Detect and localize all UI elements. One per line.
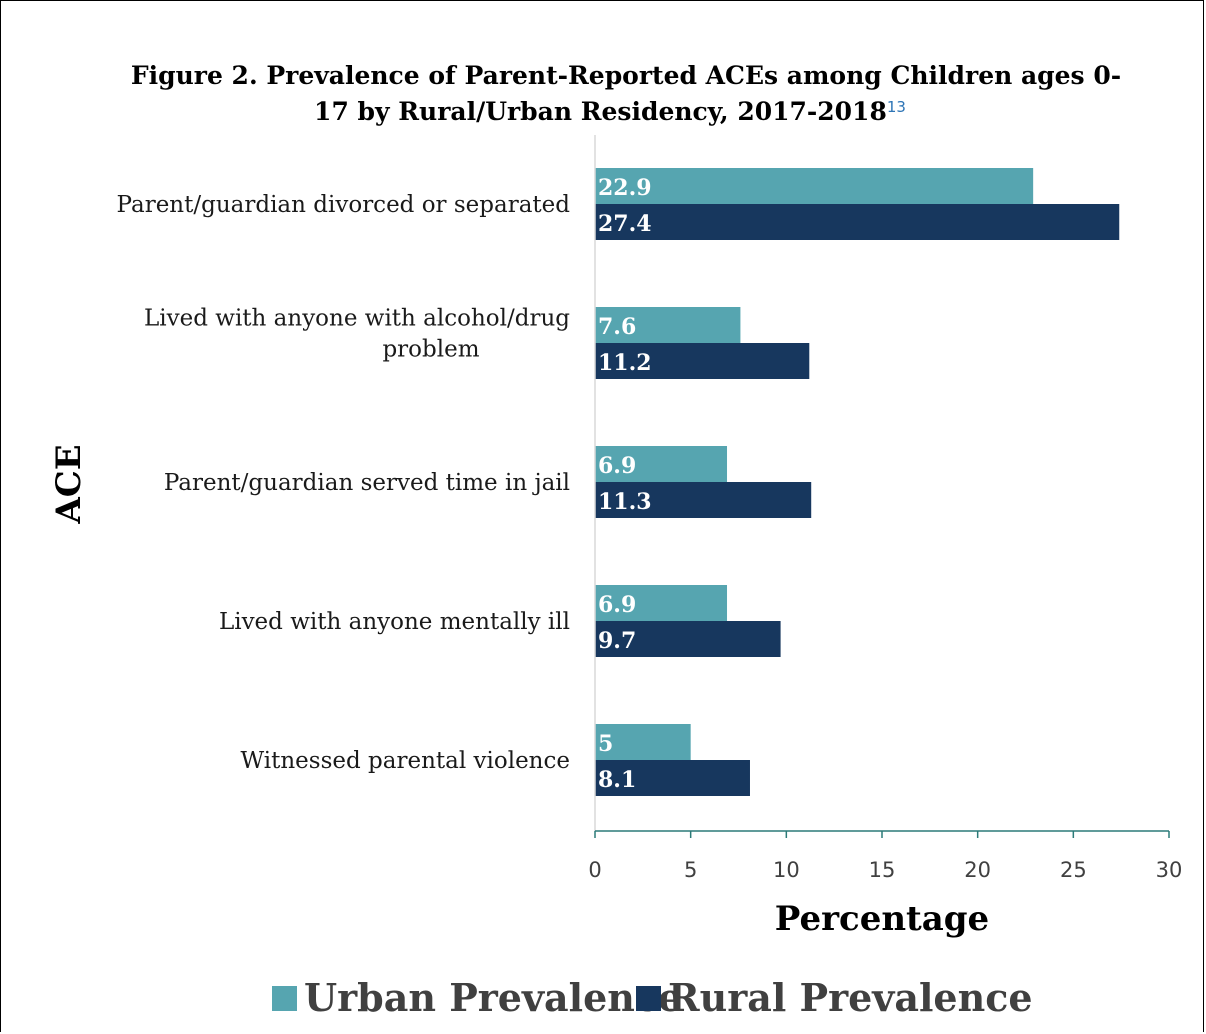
- bar-rural: [595, 760, 750, 796]
- x-tick-label: 0: [588, 858, 601, 882]
- y-axis-title: ACE: [49, 444, 89, 524]
- bar-value-label: 11.3: [598, 489, 652, 515]
- chart-title-line-2: 17 by Rural/Urban Residency, 2017-201813: [314, 97, 906, 126]
- legend-swatch-rural: [636, 986, 661, 1011]
- bar-rural: [595, 343, 810, 379]
- bar-urban: [595, 168, 1034, 204]
- legend-swatch-urban: [272, 986, 297, 1011]
- bar-urban: [595, 585, 728, 621]
- x-tick-label: 15: [869, 858, 896, 882]
- bar-rural: [595, 482, 812, 518]
- category-label: Lived with anyone with alcohol/drug: [144, 306, 570, 332]
- bar-value-label: 22.9: [598, 175, 652, 201]
- bar-value-label: 8.1: [598, 767, 636, 793]
- bar-urban: [595, 307, 741, 343]
- x-tick-label: 10: [773, 858, 800, 882]
- category-label: Parent/guardian served time in jail: [164, 470, 570, 496]
- category-labels: Parent/guardian divorced or separated Liv…: [117, 192, 571, 774]
- bar-rural: [595, 204, 1120, 240]
- bar-value-label: 27.4: [598, 211, 652, 237]
- x-tick-label: 20: [964, 858, 991, 882]
- bar-value-label: 11.2: [598, 350, 652, 376]
- category-label: Parent/guardian divorced or separated: [117, 192, 571, 218]
- bar-value-label: 7.6: [598, 314, 636, 340]
- x-tick-label: 25: [1060, 858, 1087, 882]
- chart-title-line-2-text: 17 by Rural/Urban Residency, 2017-2018: [314, 97, 887, 126]
- bar-value-label: 6.9: [598, 453, 636, 479]
- legend-label-rural: Rural Prevalence: [668, 975, 1033, 1020]
- x-tick-label: 30: [1156, 858, 1183, 882]
- bars: 22.9 27.4 7.6 11.2 6.9 11.3 6.9 9.7 5 8.1: [595, 168, 1120, 796]
- bar-value-label: 5: [598, 731, 613, 757]
- bar-urban: [595, 446, 728, 482]
- bar-value-label: 6.9: [598, 592, 636, 618]
- category-label: problem: [382, 337, 479, 363]
- x-axis: 0 5 10 15 20 25 30: [588, 135, 1182, 882]
- chart-title-line-1: Figure 2. Prevalence of Parent-Reported …: [131, 61, 1121, 90]
- category-label: Witnessed parental violence: [241, 748, 570, 774]
- x-tick-label: 5: [684, 858, 697, 882]
- x-axis-title: Percentage: [775, 899, 989, 939]
- bar-urban: [595, 724, 691, 760]
- category-label: Lived with anyone mentally ill: [219, 609, 570, 635]
- legend-label-urban: Urban Prevalence: [304, 975, 682, 1020]
- bar-value-label: 9.7: [598, 628, 636, 654]
- title-superscript: 13: [887, 98, 906, 116]
- bar-rural: [595, 621, 781, 657]
